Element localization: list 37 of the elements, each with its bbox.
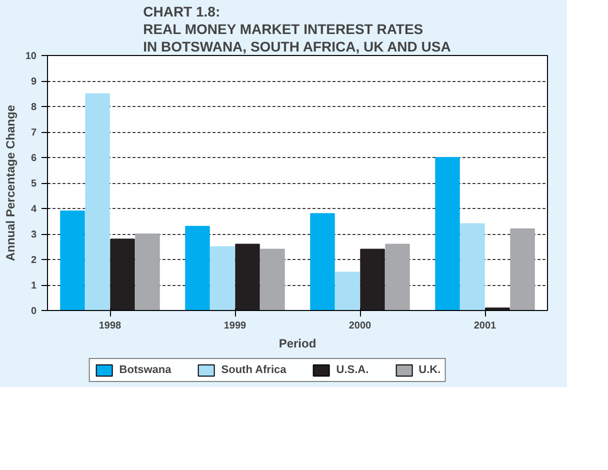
y-tick-label: 5 [30, 178, 37, 190]
legend-label: Botswana [119, 364, 172, 376]
y-tick-label: 2 [30, 255, 37, 266]
bar [460, 223, 485, 310]
y-tick-label: 1 [30, 280, 37, 292]
y-tick-label: 7 [30, 128, 37, 138]
bar [185, 226, 210, 310]
bar [385, 244, 410, 310]
bar [135, 234, 160, 310]
bar [335, 272, 360, 310]
y-tick-label: 10 [25, 51, 37, 62]
bar [310, 213, 335, 310]
bar [235, 244, 260, 310]
x-axis-title: Period [278, 336, 316, 350]
y-tick-label: 8 [30, 102, 37, 113]
y-tick-label: 3 [30, 230, 37, 240]
bar [110, 238, 135, 310]
x-tick-label: 2000 [348, 320, 372, 332]
bar [510, 228, 535, 310]
bar [360, 248, 385, 310]
bar [60, 210, 85, 310]
bar [260, 248, 285, 310]
y-tick-label: 0 [30, 306, 37, 317]
y-tick-label: 9 [30, 76, 37, 88]
legend-label: South Africa [221, 364, 286, 376]
bar [435, 157, 460, 310]
x-tick-label: 2001 [474, 320, 497, 332]
y-tick-label: 6 [30, 153, 37, 164]
legend-label: U.S.A. [336, 364, 369, 376]
bar [210, 246, 235, 310]
y-tick-label: 4 [30, 204, 37, 215]
x-tick-label: 1999 [224, 320, 247, 332]
x-tick-label: 1998 [98, 320, 122, 332]
bar [85, 93, 110, 310]
chart-title: CHART 1.8: REAL MONEY MARKET INTEREST RATES IN BOTSWANA, SOUTH AFRICA, UK AND USA [143, 3, 451, 54]
y-axis-title: Annual Percentage Change [3, 104, 18, 262]
legend-label: U.K. [418, 364, 441, 376]
